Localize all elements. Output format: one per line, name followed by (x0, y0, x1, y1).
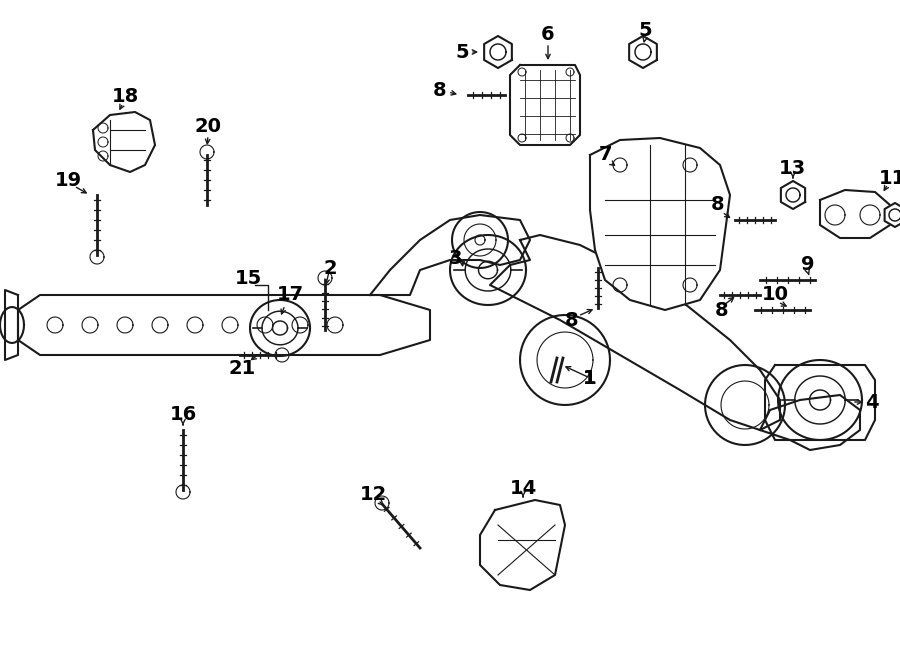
Polygon shape (781, 181, 806, 209)
Text: 12: 12 (359, 485, 387, 504)
Text: 1: 1 (583, 368, 597, 387)
Polygon shape (590, 138, 730, 310)
Text: 17: 17 (276, 286, 303, 305)
Polygon shape (510, 65, 580, 145)
Polygon shape (18, 295, 430, 355)
Polygon shape (490, 235, 780, 430)
Text: 21: 21 (229, 358, 256, 377)
Text: 13: 13 (778, 159, 806, 178)
Text: 2: 2 (323, 258, 337, 278)
Text: 6: 6 (541, 26, 554, 44)
Text: 7: 7 (598, 145, 612, 165)
Text: 19: 19 (54, 171, 82, 190)
Text: 4: 4 (865, 393, 878, 412)
Text: 1: 1 (583, 368, 597, 387)
Text: 8: 8 (565, 311, 579, 329)
Text: 18: 18 (112, 87, 139, 106)
Polygon shape (370, 215, 530, 295)
Polygon shape (885, 203, 900, 227)
Text: 20: 20 (194, 118, 221, 137)
Text: 5: 5 (638, 20, 652, 40)
Text: 10: 10 (761, 286, 788, 305)
Polygon shape (820, 190, 890, 238)
Text: 14: 14 (509, 479, 536, 498)
Text: 15: 15 (234, 268, 262, 288)
Text: 16: 16 (169, 405, 196, 424)
Text: 8: 8 (433, 81, 446, 100)
Text: 3: 3 (448, 249, 462, 268)
Text: 11: 11 (878, 169, 900, 188)
Text: 5: 5 (455, 42, 469, 61)
Polygon shape (629, 36, 657, 68)
Polygon shape (760, 395, 860, 450)
Polygon shape (480, 500, 565, 590)
Text: 9: 9 (801, 256, 814, 274)
Polygon shape (765, 365, 875, 440)
Text: 8: 8 (716, 301, 729, 319)
Polygon shape (5, 290, 18, 360)
Text: 8: 8 (711, 196, 724, 215)
Polygon shape (93, 112, 155, 172)
Polygon shape (484, 36, 512, 68)
